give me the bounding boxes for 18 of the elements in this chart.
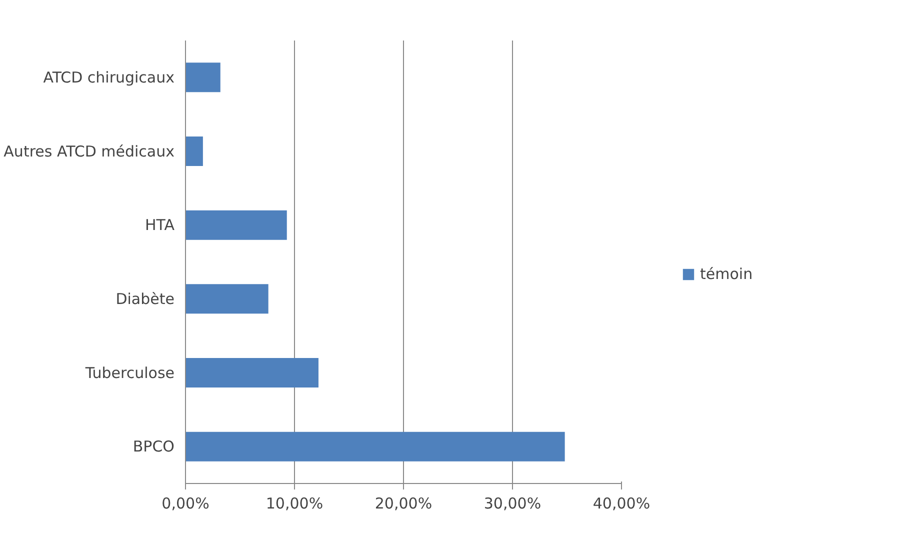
bar — [186, 432, 565, 462]
x-tick-label: 10,00% — [266, 494, 324, 512]
bar — [186, 284, 268, 314]
legend-label: témoin — [700, 265, 753, 283]
bar — [186, 210, 287, 240]
y-tick-label: HTA — [144, 216, 176, 234]
bar — [186, 136, 203, 166]
y-tick-label: Autres ATCD médicaux — [4, 142, 175, 160]
y-tick-label: Tuberculose — [84, 364, 175, 382]
y-tick-label: Diabète — [116, 290, 175, 308]
x-tick-label: 0,00% — [162, 494, 210, 512]
x-tick-label: 20,00% — [374, 494, 432, 512]
bar — [186, 358, 318, 388]
x-tick-label: 40,00% — [592, 494, 650, 512]
bar — [186, 62, 220, 92]
y-tick-label: BPCO — [132, 438, 175, 456]
x-tick-label: 30,00% — [484, 494, 542, 512]
y-tick-label: ATCD chirugicaux — [43, 68, 175, 86]
